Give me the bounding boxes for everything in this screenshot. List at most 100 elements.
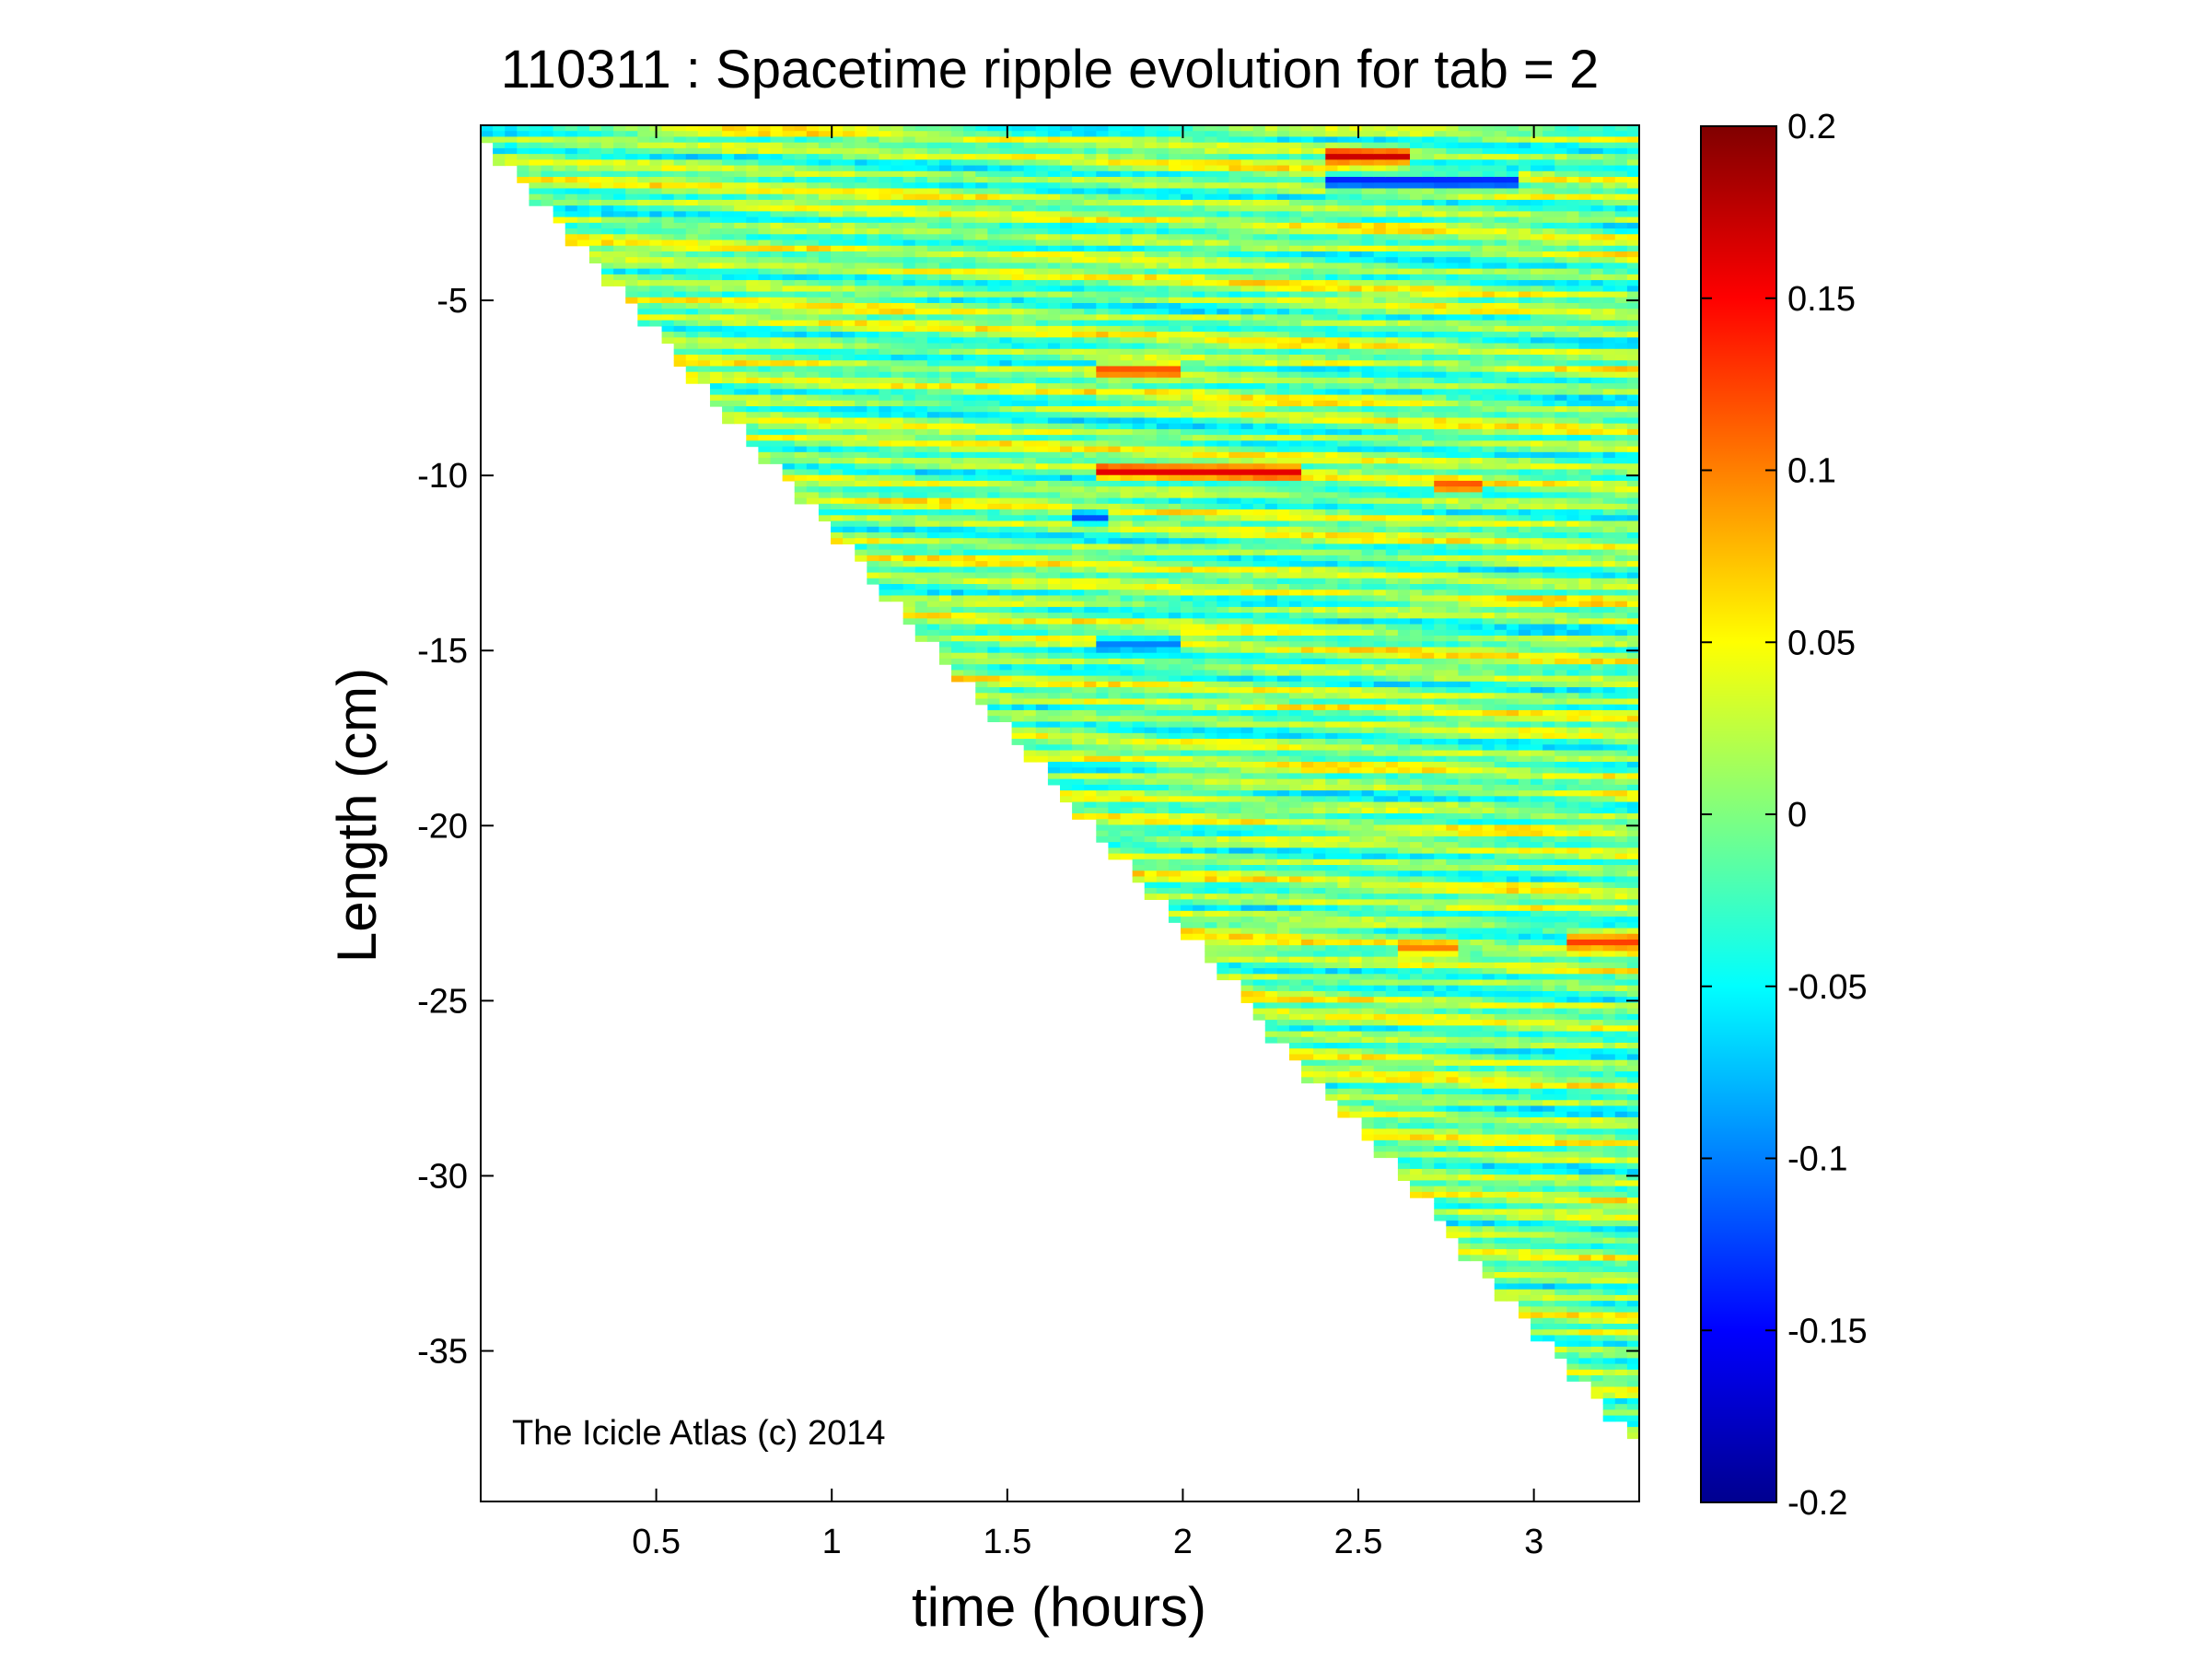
heatmap-cell bbox=[1168, 509, 1182, 516]
heatmap-cell bbox=[649, 291, 663, 298]
heatmap-cell bbox=[1228, 567, 1242, 574]
heatmap-cell bbox=[1168, 526, 1182, 533]
heatmap-cell bbox=[879, 291, 892, 298]
heatmap-cell bbox=[855, 147, 867, 155]
heatmap-cell bbox=[987, 561, 1001, 567]
heatmap-cell bbox=[879, 515, 892, 522]
heatmap-cell bbox=[818, 291, 832, 298]
heatmap-cell bbox=[1181, 641, 1193, 648]
heatmap-cell bbox=[1156, 647, 1170, 654]
heatmap-cell bbox=[1132, 469, 1146, 476]
heatmap-cell bbox=[1205, 956, 1217, 964]
heatmap-cell bbox=[1240, 813, 1254, 820]
heatmap-cell bbox=[891, 412, 904, 419]
heatmap-cell bbox=[1144, 383, 1158, 390]
heatmap-cell bbox=[1181, 807, 1193, 814]
heatmap-cell bbox=[1035, 503, 1049, 510]
heatmap-cell bbox=[1023, 136, 1037, 144]
heatmap-cell bbox=[734, 222, 747, 229]
heatmap-cell bbox=[758, 371, 772, 379]
heatmap-cell bbox=[1156, 721, 1170, 729]
heatmap-cell bbox=[879, 245, 892, 252]
heatmap-cell bbox=[951, 515, 964, 522]
heatmap-cell bbox=[722, 377, 735, 384]
heatmap-cell bbox=[1144, 320, 1158, 327]
heatmap-cell bbox=[770, 400, 784, 407]
heatmap-cell bbox=[926, 606, 940, 613]
heatmap-cell bbox=[1144, 693, 1158, 700]
heatmap-cell bbox=[914, 165, 928, 172]
heatmap-cell bbox=[1108, 463, 1122, 471]
heatmap-cell bbox=[1168, 910, 1182, 917]
heatmap-cell bbox=[926, 131, 940, 138]
heatmap-cell bbox=[613, 274, 626, 281]
heatmap-cell bbox=[734, 216, 747, 224]
heatmap-cell bbox=[926, 515, 940, 522]
heatmap-cell bbox=[1156, 887, 1170, 894]
heatmap-cell bbox=[782, 297, 796, 304]
heatmap-cell bbox=[1217, 698, 1230, 706]
heatmap-cell bbox=[938, 343, 952, 350]
heatmap-cell bbox=[831, 497, 844, 505]
heatmap-cell bbox=[879, 532, 892, 539]
heatmap-cell bbox=[709, 182, 723, 190]
heatmap-cell bbox=[529, 131, 542, 138]
heatmap-cell bbox=[1096, 830, 1110, 837]
heatmap-cell bbox=[914, 606, 928, 613]
heatmap-cell bbox=[782, 142, 796, 149]
heatmap-cell bbox=[1011, 520, 1025, 528]
heatmap-cell bbox=[1168, 131, 1182, 138]
heatmap-cell bbox=[1240, 755, 1254, 763]
heatmap-cell bbox=[914, 170, 928, 178]
heatmap-cell bbox=[1181, 280, 1193, 286]
heatmap-cell bbox=[1205, 458, 1217, 464]
heatmap-cell bbox=[722, 154, 735, 160]
heatmap-cell bbox=[1035, 532, 1049, 539]
heatmap-cell bbox=[891, 211, 904, 218]
heatmap-cell bbox=[685, 177, 699, 183]
heatmap-cell bbox=[758, 274, 772, 281]
heatmap-cell bbox=[1072, 509, 1085, 516]
heatmap-cell bbox=[722, 142, 735, 149]
heatmap-cell bbox=[1240, 263, 1254, 270]
heatmap-cell bbox=[770, 159, 784, 167]
heatmap-cell bbox=[975, 240, 988, 247]
heatmap-cell bbox=[782, 440, 796, 448]
heatmap-cell bbox=[1240, 440, 1254, 448]
heatmap-cell bbox=[963, 652, 976, 660]
heatmap-cell bbox=[541, 199, 554, 206]
heatmap-cell bbox=[975, 348, 988, 356]
heatmap-cell bbox=[1205, 497, 1217, 505]
heatmap-cell bbox=[843, 400, 856, 407]
heatmap-cell bbox=[782, 245, 796, 252]
heatmap-cell bbox=[879, 314, 892, 321]
heatmap-cell bbox=[794, 159, 808, 167]
heatmap-cell bbox=[1084, 366, 1097, 373]
heatmap-cell bbox=[1168, 142, 1182, 149]
heatmap-cell bbox=[975, 664, 988, 671]
heatmap-cell bbox=[914, 205, 928, 212]
heatmap-cell bbox=[1023, 474, 1037, 482]
heatmap-cell bbox=[758, 251, 772, 258]
heatmap-cell bbox=[1047, 332, 1061, 338]
heatmap-cell bbox=[867, 159, 880, 167]
heatmap-cell bbox=[770, 428, 784, 436]
heatmap-cell bbox=[1168, 555, 1182, 562]
heatmap-cell bbox=[1120, 773, 1134, 780]
heatmap-cell bbox=[1072, 624, 1085, 631]
heatmap-cell bbox=[1205, 337, 1217, 345]
heatmap-cell bbox=[1120, 366, 1134, 373]
heatmap-cell bbox=[1168, 652, 1182, 660]
heatmap-cell bbox=[782, 274, 796, 281]
heatmap-cell bbox=[914, 377, 928, 384]
heatmap-cell bbox=[951, 503, 964, 510]
heatmap-cell bbox=[529, 182, 542, 190]
heatmap-cell bbox=[794, 486, 808, 493]
heatmap-cell bbox=[951, 159, 964, 167]
heatmap-cell bbox=[879, 136, 892, 144]
heatmap-cell bbox=[1120, 652, 1134, 660]
heatmap-cell bbox=[855, 458, 867, 464]
heatmap-cell bbox=[1217, 474, 1230, 482]
heatmap-cell bbox=[975, 136, 988, 144]
heatmap-cell bbox=[1168, 234, 1182, 241]
